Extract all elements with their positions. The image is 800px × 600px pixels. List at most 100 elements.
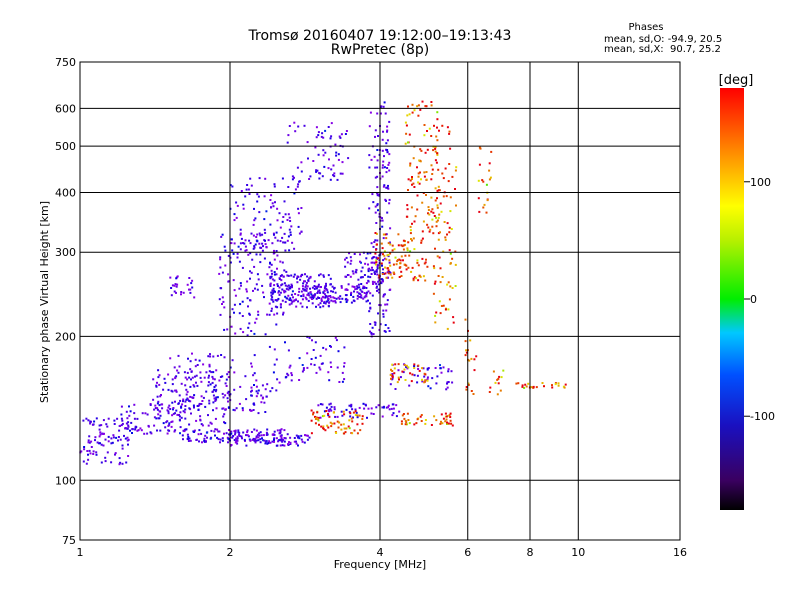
data-point bbox=[126, 439, 129, 442]
data-point bbox=[356, 432, 359, 435]
data-point bbox=[351, 270, 354, 273]
data-point bbox=[376, 273, 379, 276]
data-point bbox=[376, 159, 379, 162]
data-point bbox=[447, 381, 450, 383]
data-point bbox=[405, 268, 408, 271]
data-point bbox=[300, 290, 303, 293]
data-point bbox=[416, 374, 419, 377]
data-point bbox=[367, 263, 369, 266]
data-point bbox=[395, 404, 398, 407]
data-point bbox=[435, 161, 438, 164]
data-point bbox=[256, 193, 259, 196]
data-point bbox=[400, 422, 403, 425]
data-point bbox=[237, 429, 240, 432]
data-point bbox=[327, 298, 330, 301]
data-point bbox=[172, 407, 175, 409]
data-point bbox=[252, 402, 255, 405]
data-point bbox=[407, 419, 410, 421]
data-point bbox=[253, 219, 256, 222]
data-point bbox=[422, 367, 425, 370]
data-point bbox=[394, 388, 397, 390]
data-point bbox=[374, 211, 377, 214]
data-point bbox=[402, 413, 405, 415]
data-point bbox=[440, 420, 442, 423]
data-point bbox=[340, 410, 343, 413]
data-point bbox=[118, 457, 121, 460]
data-point bbox=[94, 439, 96, 442]
data-point bbox=[525, 385, 528, 388]
data-point bbox=[378, 254, 381, 257]
data-point bbox=[342, 423, 345, 426]
data-point bbox=[245, 288, 248, 291]
data-point bbox=[118, 463, 121, 466]
data-point bbox=[309, 287, 311, 290]
data-point bbox=[197, 433, 200, 436]
data-point bbox=[104, 460, 107, 463]
data-point bbox=[333, 297, 336, 300]
data-point bbox=[300, 170, 303, 173]
data-point bbox=[385, 237, 388, 240]
data-point bbox=[156, 408, 159, 411]
data-point bbox=[207, 381, 210, 384]
data-point bbox=[235, 407, 238, 410]
data-point bbox=[382, 406, 385, 409]
data-point bbox=[290, 225, 293, 228]
data-point bbox=[384, 324, 387, 326]
data-point bbox=[253, 372, 256, 375]
data-point bbox=[346, 299, 349, 302]
data-point bbox=[306, 293, 309, 296]
data-point bbox=[102, 419, 105, 422]
data-point bbox=[275, 358, 278, 361]
data-point bbox=[327, 167, 330, 170]
data-point bbox=[304, 273, 306, 276]
data-point bbox=[183, 430, 186, 433]
data-point bbox=[346, 261, 349, 264]
data-point bbox=[287, 349, 290, 352]
data-point bbox=[128, 405, 130, 408]
data-point bbox=[421, 237, 424, 240]
data-point bbox=[297, 294, 300, 297]
data-point bbox=[207, 376, 210, 379]
data-point bbox=[246, 429, 249, 432]
data-point bbox=[82, 460, 85, 463]
data-point bbox=[407, 189, 409, 191]
data-point bbox=[442, 195, 445, 198]
data-point bbox=[319, 416, 322, 419]
data-point bbox=[173, 290, 176, 293]
data-point bbox=[434, 187, 437, 190]
data-point bbox=[384, 112, 387, 115]
data-point bbox=[223, 245, 226, 248]
data-point bbox=[338, 421, 341, 424]
data-point bbox=[350, 301, 353, 304]
data-point bbox=[405, 366, 408, 368]
data-point bbox=[90, 446, 93, 448]
data-point bbox=[239, 248, 242, 251]
data-point bbox=[322, 291, 325, 294]
data-point bbox=[418, 274, 421, 277]
data-point bbox=[180, 293, 182, 296]
data-point bbox=[300, 434, 303, 437]
data-point bbox=[191, 352, 193, 355]
data-point bbox=[197, 408, 200, 411]
data-point bbox=[426, 148, 429, 151]
data-point bbox=[268, 345, 271, 348]
data-point bbox=[465, 349, 468, 352]
data-point bbox=[404, 423, 407, 426]
data-point bbox=[383, 257, 386, 260]
data-point bbox=[310, 363, 313, 366]
data-point bbox=[434, 321, 437, 324]
data-point bbox=[391, 363, 394, 366]
data-point bbox=[386, 151, 389, 154]
data-point bbox=[182, 438, 184, 441]
data-point bbox=[241, 407, 244, 410]
data-point bbox=[541, 382, 544, 384]
data-point bbox=[407, 241, 410, 244]
data-point bbox=[253, 354, 256, 357]
data-point bbox=[405, 124, 408, 127]
data-point bbox=[289, 285, 292, 288]
data-point bbox=[236, 204, 239, 207]
data-point bbox=[450, 228, 453, 230]
data-point bbox=[441, 172, 444, 175]
data-point bbox=[329, 295, 332, 297]
data-point bbox=[470, 390, 473, 392]
